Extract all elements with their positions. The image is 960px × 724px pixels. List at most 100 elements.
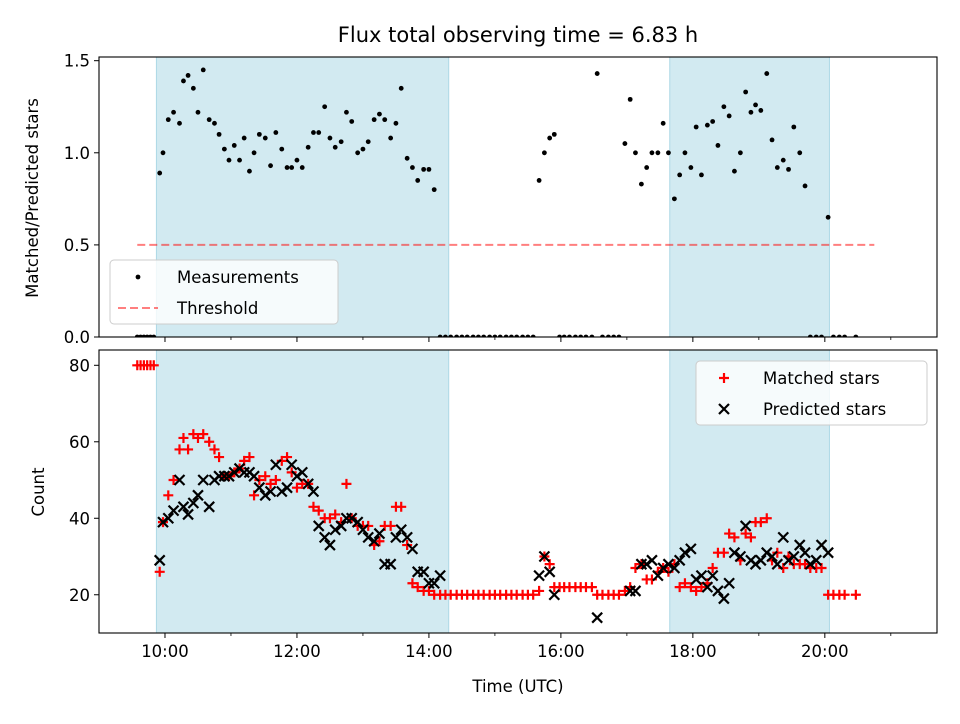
measurement-point — [185, 73, 191, 78]
measurement-point — [181, 78, 186, 84]
measurement-point — [732, 168, 737, 174]
predicted-star-point — [390, 531, 402, 544]
measurement-point — [443, 334, 448, 337]
predicted-star-point — [706, 569, 719, 582]
measurement-point — [415, 178, 421, 183]
measurement-point — [836, 334, 842, 337]
matched-star-point — [679, 578, 690, 589]
matched-star-point — [619, 585, 630, 596]
predicted-star-point — [351, 516, 364, 528]
matched-star-point — [534, 585, 545, 596]
y-tick-label: 80 — [69, 356, 90, 375]
matched-star-point — [412, 582, 423, 593]
predicted-star-point — [533, 569, 545, 582]
predicted-star-point — [755, 554, 767, 567]
matched-star-point — [407, 578, 418, 589]
measurement-point — [332, 144, 338, 150]
predicted-star-point — [777, 531, 790, 544]
matched-star-point — [528, 589, 539, 600]
predicted-star-point — [153, 554, 166, 567]
matched-star-point — [178, 432, 189, 443]
matched-star-point — [324, 513, 335, 524]
measurement-point — [382, 117, 388, 123]
measurement-point — [216, 131, 222, 137]
matched-star-point — [163, 490, 174, 501]
measurement-point — [547, 135, 553, 141]
measurement-point — [284, 165, 290, 170]
legend-label: Measurements — [177, 268, 299, 287]
measurement-point — [165, 117, 171, 123]
predicted-star-point — [810, 554, 823, 567]
predicted-star-point — [357, 523, 369, 536]
y-tick-label: 0.0 — [64, 328, 90, 347]
measurement-point — [530, 334, 536, 337]
matched-star-point — [724, 528, 735, 539]
predicted-star-point — [197, 474, 210, 486]
predicted-star-point — [368, 535, 380, 547]
matched-star-point — [291, 482, 302, 493]
measurement-point — [437, 334, 443, 337]
measurement-point — [294, 157, 300, 163]
predicted-star-point — [728, 546, 741, 559]
measurement-point — [726, 113, 732, 119]
x-tick-label: 12:00 — [273, 642, 321, 661]
measurement-point — [492, 334, 498, 337]
measurement-point — [660, 120, 666, 126]
measurement-point — [349, 119, 355, 124]
legend: Measurements Threshold — [109, 259, 339, 325]
measurement-point — [514, 334, 520, 337]
measurement-point — [802, 183, 808, 189]
legend-matched-marker — [719, 373, 729, 383]
predicted-star-point — [167, 504, 180, 517]
measurement-point — [758, 108, 764, 113]
x-axis-label: Time (UTC) — [471, 677, 563, 696]
predicted-star-point — [218, 470, 231, 482]
predicted-star-point — [373, 527, 386, 540]
measurement-point — [221, 146, 227, 152]
measurement-point — [688, 165, 694, 170]
x-tick-label: 18:00 — [669, 642, 717, 661]
top-ylabel: Matched/Predicted stars — [23, 98, 42, 298]
measurement-point — [316, 130, 322, 135]
measurement-point — [557, 334, 562, 337]
measurement-point — [305, 144, 311, 150]
predicted-star-point — [335, 520, 347, 532]
measurement-point — [649, 150, 655, 156]
predicted-star-point — [417, 566, 430, 578]
measurement-point — [616, 334, 622, 337]
matched-star-point — [313, 505, 324, 516]
predicted-star-point — [406, 543, 419, 555]
measurement-point — [769, 137, 775, 143]
measurement-point — [666, 150, 671, 156]
y-tick-label: 60 — [69, 433, 90, 452]
matched-star-point — [850, 589, 861, 600]
measurement-point — [710, 119, 716, 124]
measurement-point — [190, 85, 196, 91]
predicted-star-point — [668, 562, 681, 574]
predicted-star-point — [543, 566, 556, 578]
measurement-point — [578, 334, 584, 337]
measurement-point — [825, 214, 831, 220]
measurement-point — [780, 157, 786, 163]
measurement-point — [360, 146, 366, 152]
predicted-star-point — [187, 497, 200, 509]
predicted-star-point — [799, 546, 811, 559]
matched-star-point — [198, 429, 209, 440]
predicted-star-point — [679, 546, 691, 559]
predicted-star-point — [177, 501, 190, 513]
predicted-star-point — [804, 558, 817, 570]
matched-star-point — [586, 582, 597, 593]
measurement-point — [247, 168, 252, 174]
predicted-star-point — [401, 531, 413, 544]
measurement-point — [237, 157, 242, 163]
observing-window-shade — [669, 57, 830, 337]
matched-star-point — [691, 585, 702, 596]
measurement-point — [853, 334, 859, 337]
measurement-point — [551, 131, 557, 137]
measurement-point — [638, 181, 644, 187]
x-tick-label: 16:00 — [537, 642, 585, 661]
measurement-point — [171, 109, 176, 115]
measurement-point — [605, 334, 611, 337]
matched-star-point — [718, 547, 729, 558]
